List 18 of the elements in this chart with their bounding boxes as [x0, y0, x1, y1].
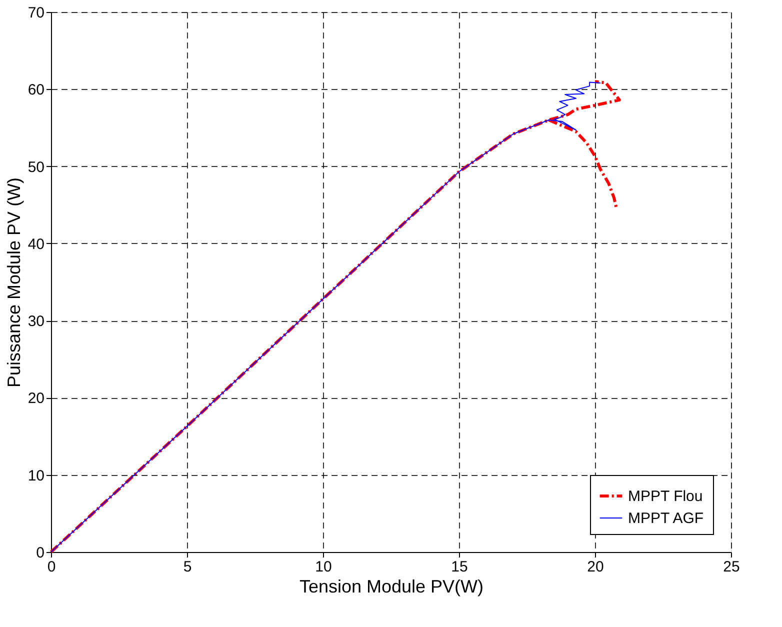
y-tick-label: 30 [28, 313, 44, 330]
y-tick-label: 40 [28, 236, 44, 253]
y-tick-label: 0 [36, 544, 44, 562]
x-tick-label: 5 [183, 558, 192, 576]
y-axis-title: Puissance Module PV (W) [4, 177, 24, 388]
x-tick-label: 15 [451, 558, 468, 576]
x-tick-label: 25 [723, 558, 740, 576]
x-tick-label: 10 [315, 558, 332, 576]
y-tick-label: 50 [28, 158, 44, 176]
x-tick-label: 20 [587, 558, 604, 576]
y-tick-label: 20 [28, 390, 44, 408]
legend-label: MPPT Flou [628, 488, 703, 505]
x-axis-title: Tension Module PV(W) [299, 576, 484, 596]
y-tick-label: 10 [28, 467, 44, 484]
y-tick-label: 60 [28, 82, 44, 99]
y-tick-label: 70 [28, 4, 44, 22]
legend-label: MPPT AGF [628, 510, 704, 527]
x-tick-label: 0 [47, 558, 56, 576]
